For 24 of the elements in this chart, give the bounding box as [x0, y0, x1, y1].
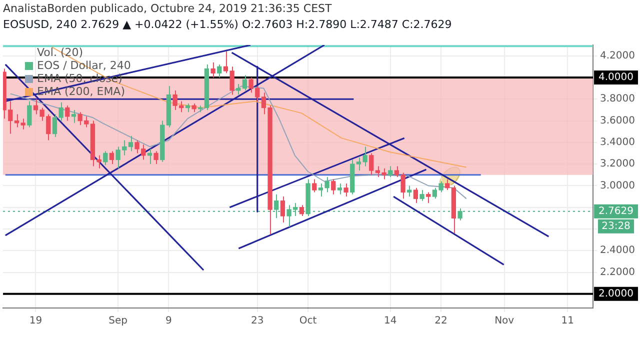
y-tick-label: 4.2000: [600, 50, 635, 62]
y-tick-label: 3.0000: [600, 180, 635, 192]
y-tick-label: 2.4000: [600, 245, 635, 256]
chart-title: EOSUSD, 240 2.7629 ▲ +0.0422 (+1.55%) O:2.7603 H:2.7890 L:2.7487 C:2.7629: [3, 18, 452, 31]
y-tick-label: 3.4000: [600, 137, 635, 148]
x-tick-label: Oct: [299, 316, 317, 327]
x-tick-label: 14: [384, 316, 397, 327]
x-tick-label: 9: [166, 316, 172, 327]
x-tick-label: Sep: [108, 316, 128, 327]
ref-line-label: 2.7629: [598, 206, 634, 217]
legend-title: Vol. (20): [37, 46, 84, 59]
y-tick-label: 2.2000: [600, 266, 635, 278]
x-tick-label: 22: [434, 316, 448, 327]
ref-line-label: 2.0000: [598, 288, 634, 300]
y-tick-label: 3.6000: [600, 115, 635, 126]
y-tick-label: 3.2000: [600, 158, 635, 170]
ref-line-label: 4.0000: [598, 72, 634, 84]
text: 23:28: [602, 220, 630, 232]
x-tick-label: 23: [251, 316, 264, 327]
x-tick-label: 19: [29, 316, 42, 327]
x-tick-label: Nov: [494, 316, 514, 327]
y-tick-label: 3.8000: [600, 94, 635, 105]
x-tick-label: 11: [561, 316, 574, 327]
chart-subtitle: AnalistaBorden publicado, Octubre 24, 2019 21:36:35 CEST: [3, 2, 332, 15]
